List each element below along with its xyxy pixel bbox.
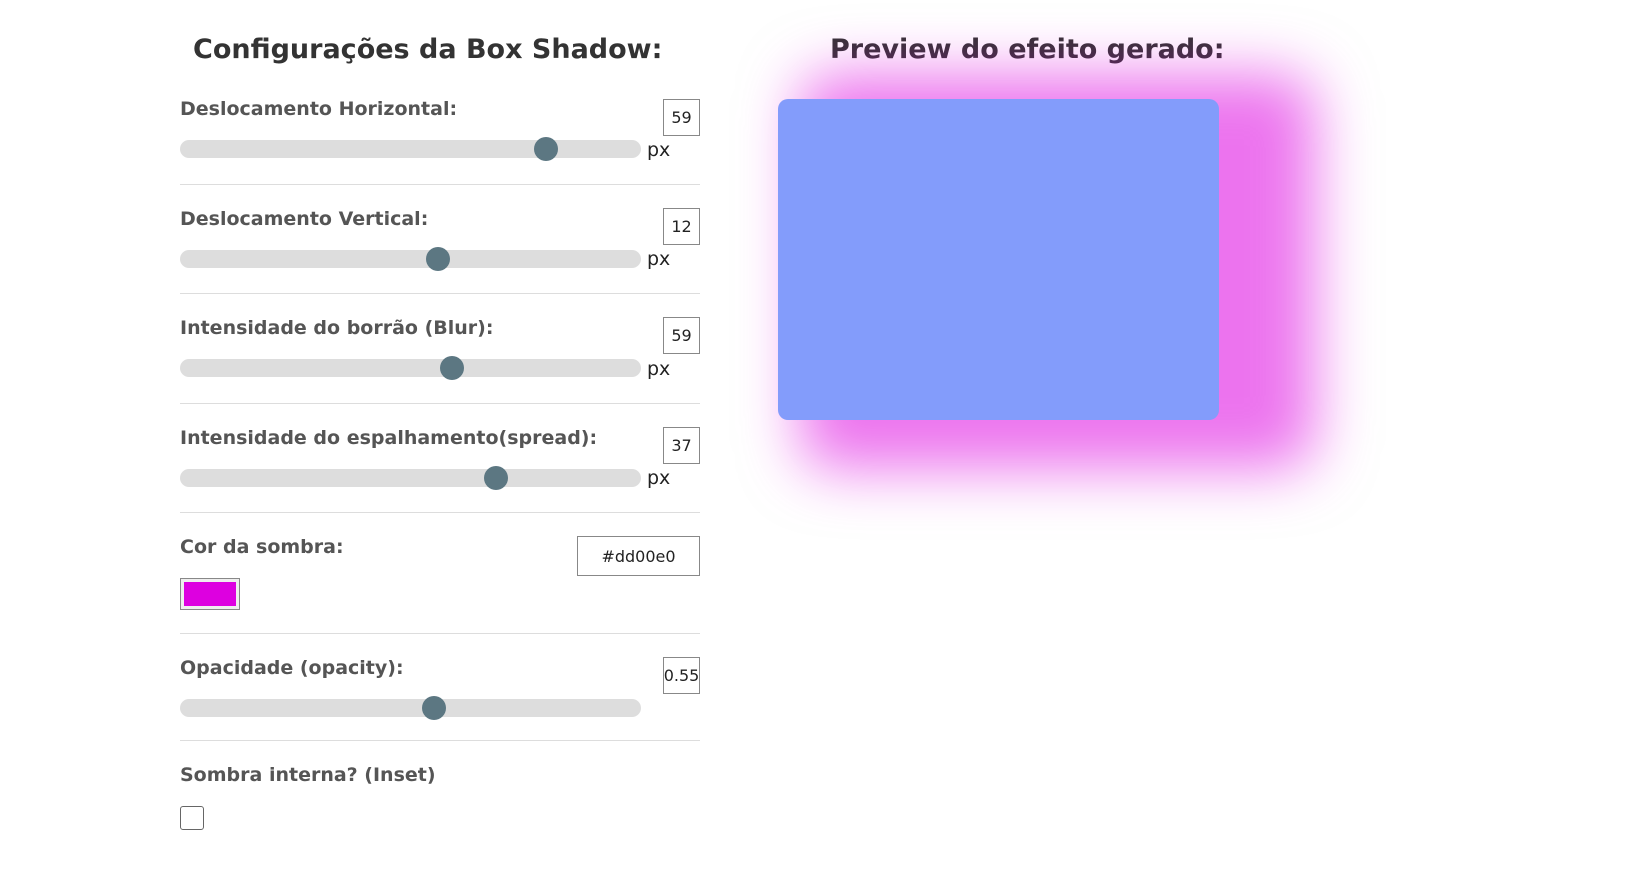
blur-slider[interactable] [180, 356, 641, 380]
spread-slider[interactable] [180, 466, 641, 490]
inset-label: Sombra interna? (Inset) [180, 764, 436, 786]
slider-thumb[interactable] [483, 466, 508, 490]
unit-label: px [647, 248, 671, 270]
color-swatch [184, 582, 236, 606]
divider [180, 740, 700, 741]
spread-label: Intensidade do espalhamento(spread): [180, 427, 598, 449]
divider [180, 403, 700, 404]
vertical-value-input[interactable]: 12 [663, 208, 700, 245]
divider [180, 512, 700, 513]
unit-label: px [647, 467, 671, 489]
inset-checkbox[interactable] [180, 806, 204, 830]
horizontal-slider[interactable] [180, 137, 641, 161]
opacity-slider[interactable] [180, 696, 641, 720]
opacity-value-input[interactable]: 0.55 [663, 657, 700, 694]
horizontal-value-input[interactable]: 59 [663, 99, 700, 136]
unit-label: px [647, 139, 671, 161]
divider [180, 633, 700, 634]
blur-value-input[interactable]: 59 [663, 317, 700, 354]
slider-thumb[interactable] [421, 696, 446, 720]
config-title: Configurações da Box Shadow: [193, 34, 663, 65]
slider-thumb[interactable] [439, 356, 464, 380]
spread-value-input[interactable]: 37 [663, 427, 700, 464]
color-hex-input[interactable]: #dd00e0 [577, 536, 700, 576]
unit-label: px [647, 358, 671, 380]
slider-thumb[interactable] [534, 137, 559, 161]
divider [180, 293, 700, 294]
vertical-label: Deslocamento Vertical: [180, 208, 429, 230]
color-label: Cor da sombra: [180, 536, 344, 558]
preview-box [778, 99, 1219, 420]
divider [180, 184, 700, 185]
preview-title: Preview do efeito gerado: [830, 34, 1225, 65]
blur-label: Intensidade do borrão (Blur): [180, 317, 494, 339]
horizontal-label: Deslocamento Horizontal: [180, 98, 458, 120]
slider-thumb[interactable] [426, 247, 451, 271]
vertical-slider[interactable] [180, 247, 641, 271]
color-picker[interactable] [180, 578, 240, 610]
opacity-label: Opacidade (opacity): [180, 657, 404, 679]
